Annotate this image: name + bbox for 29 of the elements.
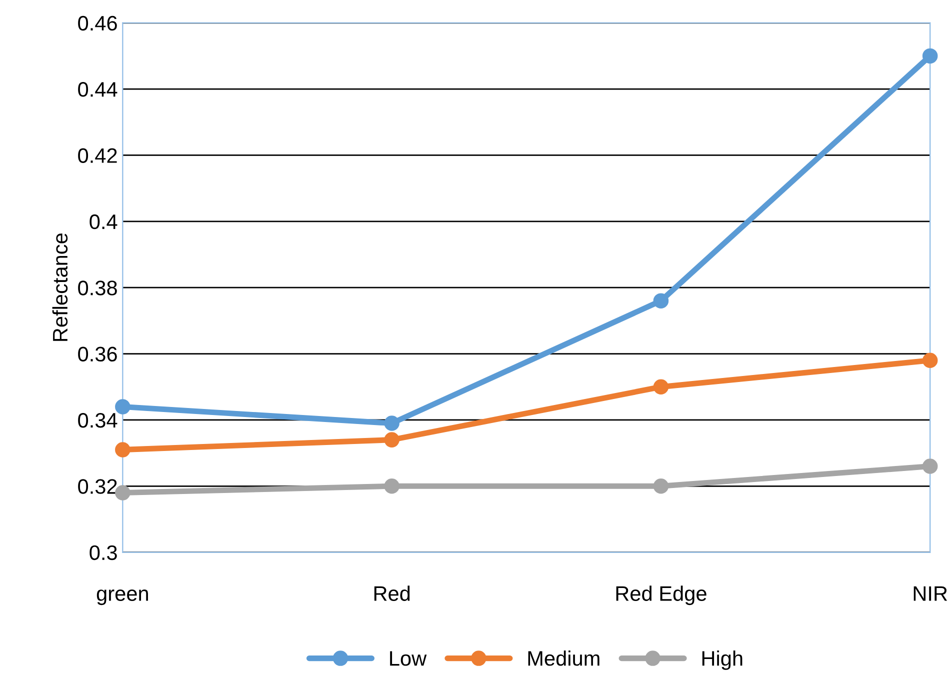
x-tick-label: green bbox=[96, 590, 148, 606]
x-tick-label: Red Edge bbox=[616, 586, 706, 606]
legend-label: Low bbox=[390, 651, 427, 666]
y-tick-label: 0.34 bbox=[78, 412, 118, 428]
point bbox=[653, 379, 669, 395]
y-tick-label: 0.36 bbox=[78, 346, 117, 362]
point bbox=[922, 458, 938, 474]
point bbox=[115, 485, 130, 500]
y-tick-label: 0.3 bbox=[90, 545, 117, 560]
x-tick-label: Red bbox=[374, 586, 410, 601]
y-tick-label: 0.32 bbox=[78, 479, 117, 494]
legend-label: High bbox=[702, 650, 742, 670]
legend-label: Medium bbox=[528, 650, 600, 666]
point bbox=[384, 416, 400, 431]
y-tick-label: 0.42 bbox=[78, 148, 117, 163]
y-tick-label: 0.4 bbox=[90, 214, 118, 230]
point bbox=[384, 432, 400, 448]
point bbox=[653, 478, 669, 494]
y-tick-label: 0.46 bbox=[78, 16, 117, 31]
y-axis-title: Reflectance bbox=[52, 234, 68, 341]
point bbox=[653, 293, 669, 308]
point bbox=[922, 48, 938, 64]
y-tick-label: 0.44 bbox=[78, 82, 118, 97]
y-tick-label: 0.38 bbox=[78, 280, 117, 296]
x-tick-label: NIR bbox=[914, 586, 948, 601]
point bbox=[922, 352, 938, 368]
point bbox=[115, 399, 130, 414]
point bbox=[384, 478, 400, 494]
point bbox=[115, 442, 130, 458]
